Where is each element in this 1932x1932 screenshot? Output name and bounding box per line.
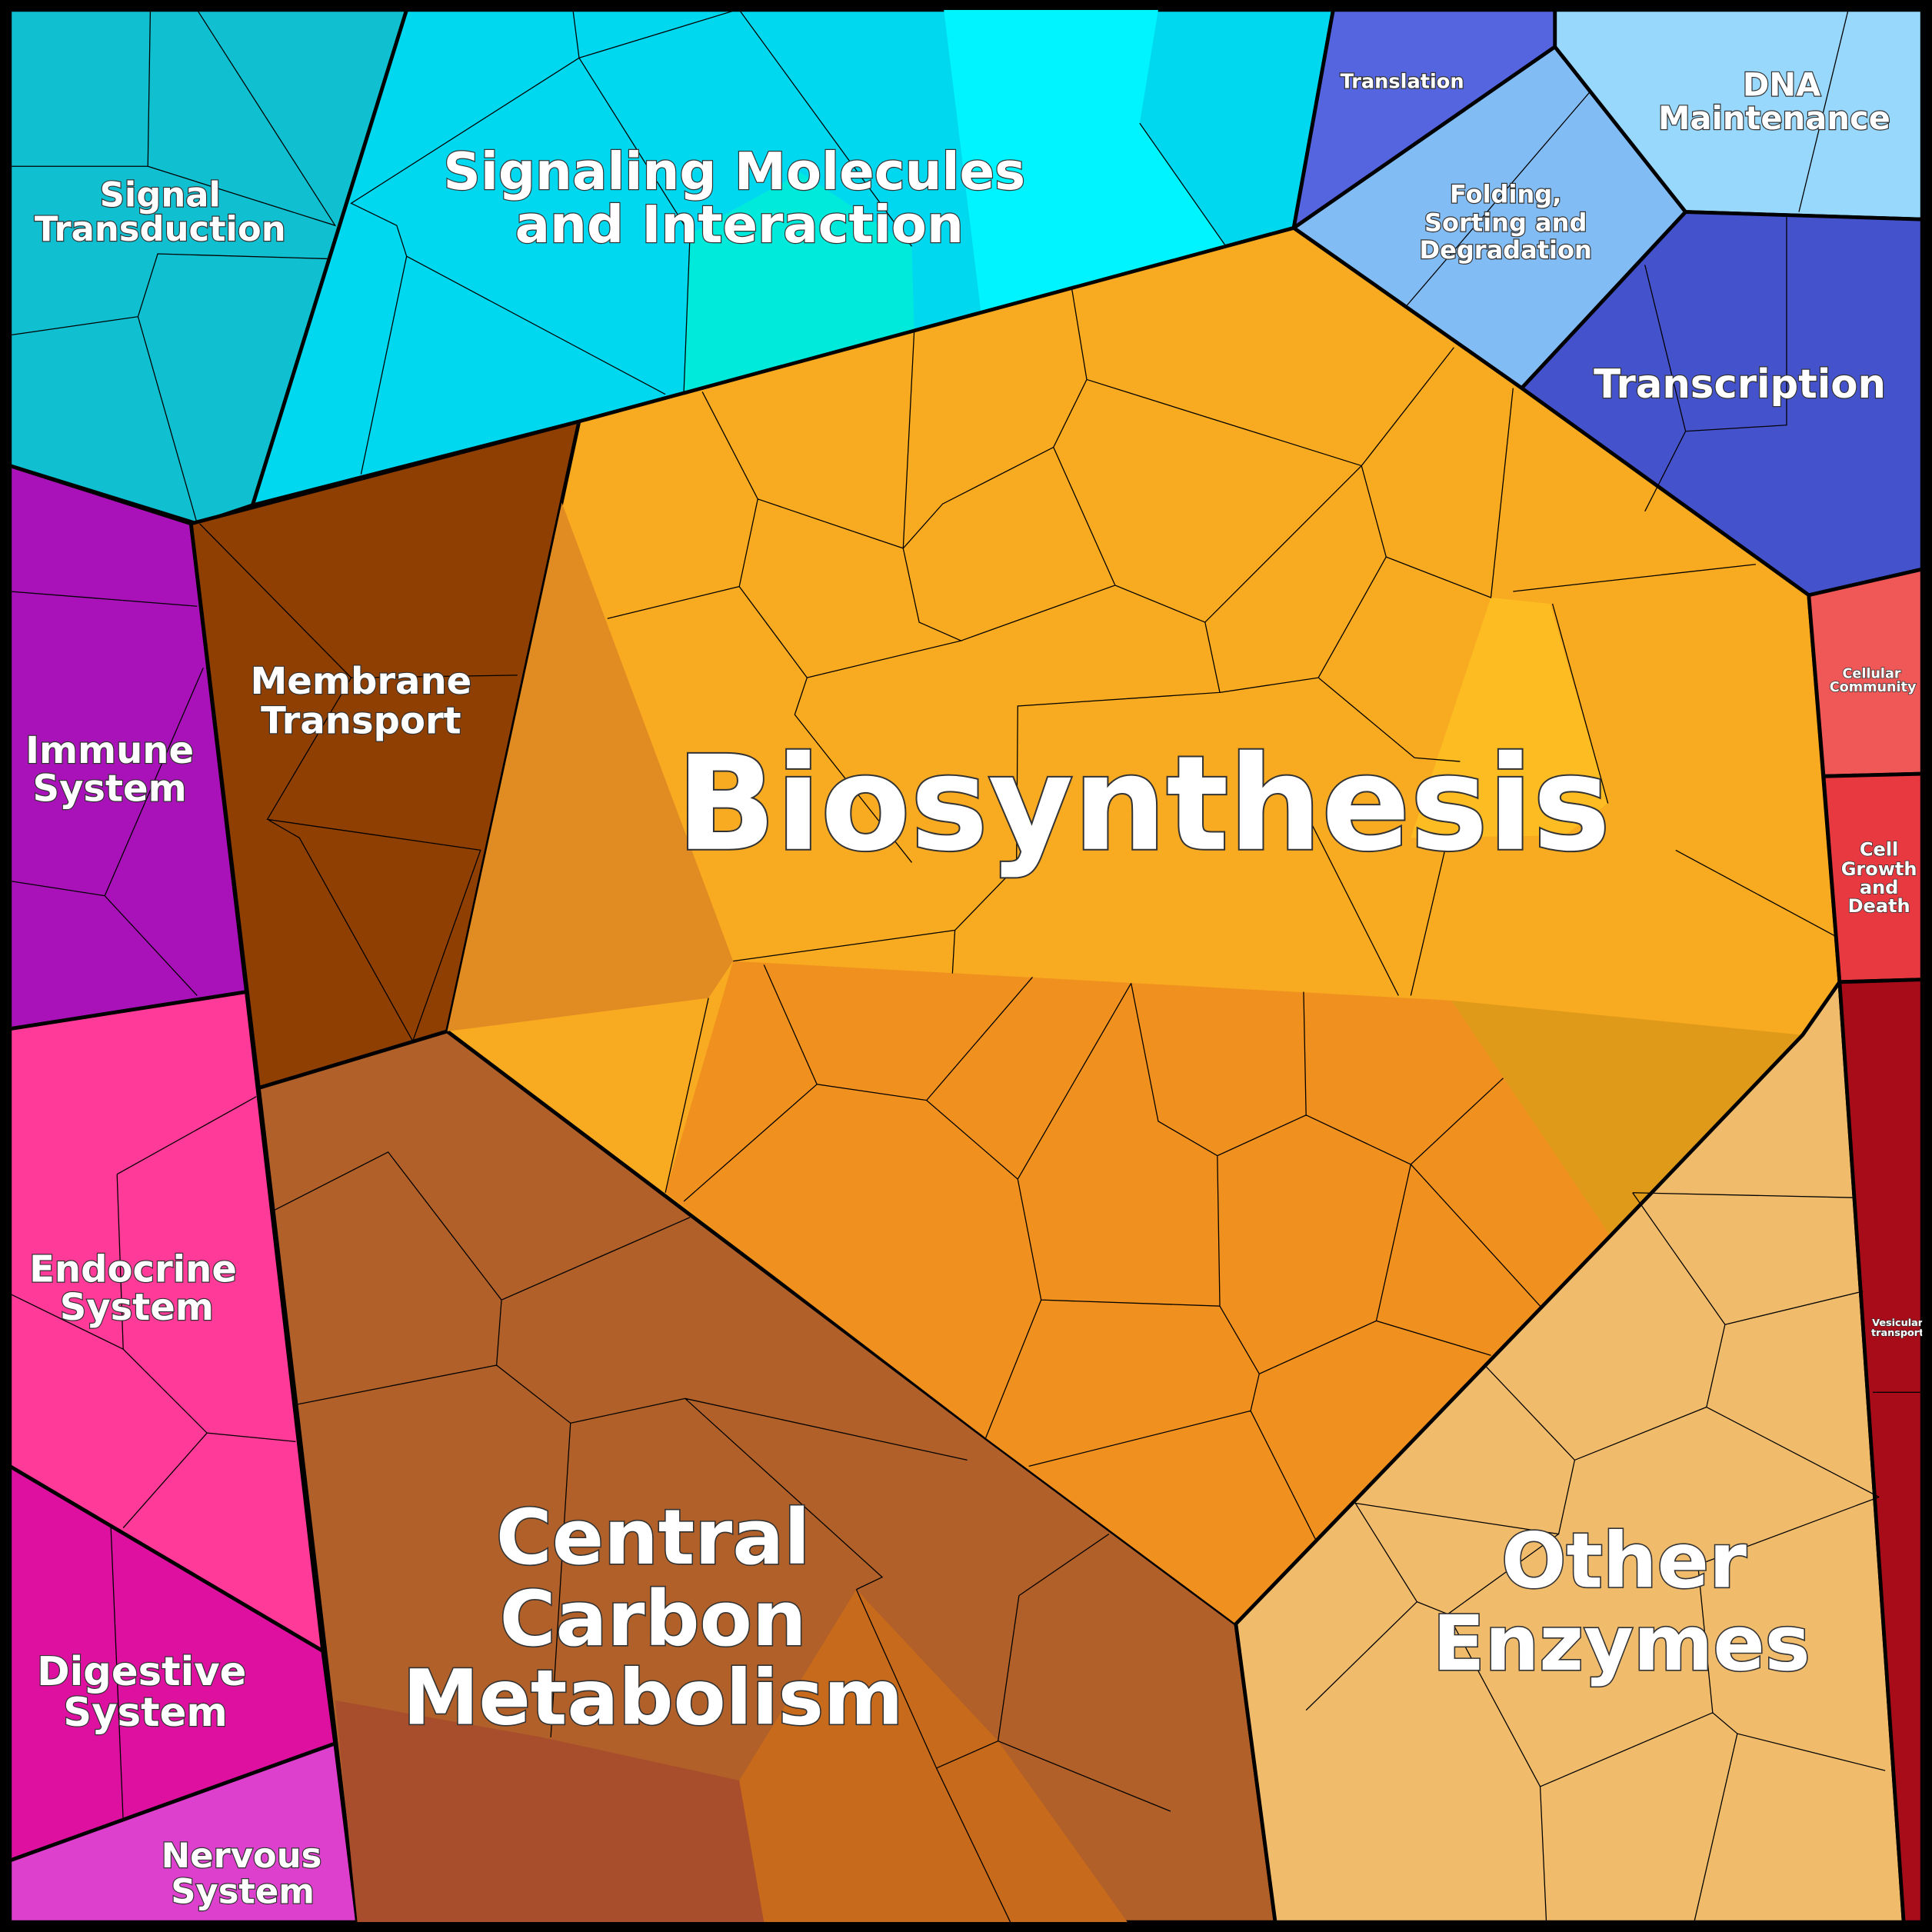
biosynthesis-cell [1451, 1000, 1803, 1236]
region-label: Folding, [1450, 180, 1561, 209]
cell-borders [9, 9, 1923, 1923]
region-label: Translation [1341, 70, 1464, 93]
region-label: Cellular [1842, 666, 1900, 681]
region-label: Vesicular [1872, 1317, 1924, 1329]
region-label: Transport [261, 699, 461, 742]
biosynthesis-cell [447, 502, 734, 1031]
region-label: Endocrine [29, 1247, 237, 1291]
region-label: Digestive [37, 1649, 246, 1695]
regions [8, 8, 1924, 1924]
region-label: System [33, 768, 187, 811]
region-label: Membrane [251, 660, 472, 703]
region-label: transport [1871, 1327, 1924, 1339]
region-label: Sorting and [1424, 208, 1587, 238]
region-label: Central [496, 1494, 810, 1582]
region-label: Biosynthesis [676, 728, 1610, 881]
region-label: Growth [1841, 858, 1917, 880]
central-carbon-cell [335, 1700, 764, 1923]
signaling-cell [684, 172, 914, 392]
region-label: Transduction [35, 208, 286, 249]
region-label: Immune [25, 729, 194, 772]
region-label: and Interaction [515, 195, 964, 255]
region-label: System [60, 1286, 214, 1329]
labels: Signal Transduction Signaling Molecules … [25, 65, 1924, 1913]
region-label: System [171, 1870, 315, 1911]
region-label: Other [1501, 1517, 1747, 1606]
cell-border [9, 9, 1923, 1923]
region-label: Signaling Molecules [443, 142, 1025, 202]
region-label: Degradation [1420, 235, 1592, 265]
region-label: and [1860, 877, 1899, 898]
region-label: Death [1848, 895, 1910, 917]
region-label: Enzymes [1433, 1600, 1810, 1688]
region-label: Community [1830, 680, 1917, 695]
biosynthesis-cell [1411, 597, 1608, 838]
central-carbon-cell [739, 1589, 1128, 1923]
biosynthesis-cell [665, 961, 1611, 1624]
region-label: Transcription [1594, 361, 1886, 408]
region-label: Cell [1860, 838, 1898, 860]
region-label: Maintenance [1658, 99, 1890, 137]
region-label: DNA [1743, 66, 1821, 104]
region-label: Carbon [500, 1575, 807, 1664]
signaling-cell [944, 9, 1227, 311]
region-label: Signal [100, 174, 221, 215]
region-label: Nervous [162, 1835, 322, 1876]
region-label: System [63, 1690, 227, 1736]
region-label: Metabolism [403, 1654, 904, 1742]
